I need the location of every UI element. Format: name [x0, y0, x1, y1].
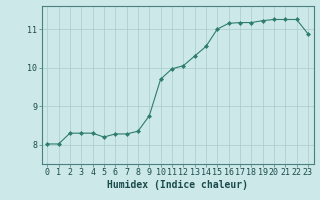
X-axis label: Humidex (Indice chaleur): Humidex (Indice chaleur) — [107, 180, 248, 190]
